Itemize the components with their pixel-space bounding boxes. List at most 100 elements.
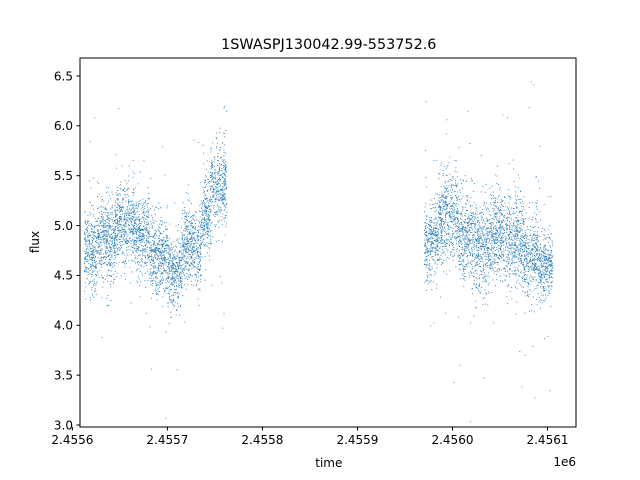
data-point: [496, 230, 498, 232]
data-point: [184, 256, 186, 258]
data-point: [121, 206, 123, 208]
data-point: [195, 216, 197, 218]
data-point: [148, 258, 150, 260]
data-point: [476, 239, 478, 241]
data-point: [205, 234, 207, 236]
data-point: [148, 230, 150, 232]
data-point: [222, 182, 224, 184]
data-point: [154, 238, 156, 239]
data-point: [160, 257, 162, 259]
data-point: [436, 234, 438, 236]
data-point: [107, 224, 109, 226]
data-point: [499, 232, 501, 234]
data-point: [125, 242, 127, 244]
data-point: [180, 304, 182, 306]
data-point: [110, 212, 112, 214]
data-point: [132, 247, 134, 248]
data-point: [102, 212, 104, 214]
data-point: [161, 221, 163, 223]
data-point: [100, 261, 102, 263]
data-point: [502, 253, 504, 255]
data-point: [98, 183, 100, 184]
data-point: [188, 233, 190, 235]
data-point: [491, 244, 493, 246]
data-point: [116, 218, 118, 220]
data-point: [140, 229, 142, 231]
data-point: [161, 244, 163, 246]
data-point: [203, 218, 205, 220]
data-point: [210, 172, 212, 173]
data-point: [118, 241, 120, 243]
data-point: [189, 233, 191, 235]
data-point: [223, 198, 225, 200]
data-point: [85, 240, 87, 242]
data-point: [446, 174, 448, 176]
data-point: [492, 246, 494, 248]
data-point: [211, 162, 213, 164]
data-point: [219, 163, 221, 165]
data-point: [449, 211, 451, 213]
data-point: [134, 241, 136, 243]
data-point: [218, 208, 220, 210]
data-point: [200, 246, 202, 248]
data-point: [472, 253, 474, 255]
data-point: [93, 279, 95, 281]
data-point: [158, 243, 160, 245]
data-point: [217, 160, 219, 162]
data-point: [102, 206, 104, 208]
data-point: [455, 204, 457, 206]
data-point: [96, 274, 97, 276]
data-point: [151, 236, 153, 237]
data-point: [101, 231, 103, 233]
data-point: [481, 227, 483, 229]
data-point: [158, 227, 160, 229]
data-point: [157, 246, 159, 248]
data-point: [426, 261, 428, 263]
data-point: [97, 262, 99, 264]
data-point: [438, 200, 440, 201]
data-point: [149, 233, 151, 235]
data-point: [188, 264, 190, 266]
data-point: [170, 311, 171, 313]
data-point: [430, 245, 432, 247]
data-point: [496, 249, 498, 251]
data-point: [173, 255, 175, 257]
data-point: [189, 256, 191, 258]
data-point: [478, 223, 480, 225]
data-point: [496, 240, 498, 242]
data-point: [171, 247, 173, 249]
data-point: [106, 305, 108, 307]
data-point: [458, 198, 460, 200]
data-point: [472, 217, 473, 218]
data-point: [182, 246, 184, 248]
data-point: [99, 241, 101, 242]
data-point: [106, 264, 108, 266]
data-point: [197, 252, 198, 254]
data-point: [164, 241, 166, 243]
data-point: [144, 222, 145, 224]
data-point: [169, 285, 171, 287]
data-point: [115, 192, 117, 194]
data-point: [467, 224, 469, 226]
data-point: [451, 211, 453, 213]
data-point: [219, 208, 221, 210]
data-point: [440, 186, 442, 188]
data-point: [163, 257, 165, 259]
data-point: [109, 246, 111, 248]
data-point: [466, 227, 468, 229]
data-point: [478, 259, 480, 261]
data-point: [461, 242, 463, 244]
data-point: [441, 218, 443, 220]
data-point: [475, 264, 477, 266]
data-point: [460, 213, 462, 214]
data-point: [464, 215, 466, 217]
data-point: [170, 265, 172, 267]
data-point: [464, 251, 466, 252]
data-point: [199, 222, 200, 224]
data-point: [182, 295, 184, 296]
data-point: [92, 295, 94, 297]
data-point: [202, 241, 203, 243]
data-point: [104, 208, 106, 210]
data-point: [95, 220, 97, 222]
data-point: [225, 217, 226, 219]
